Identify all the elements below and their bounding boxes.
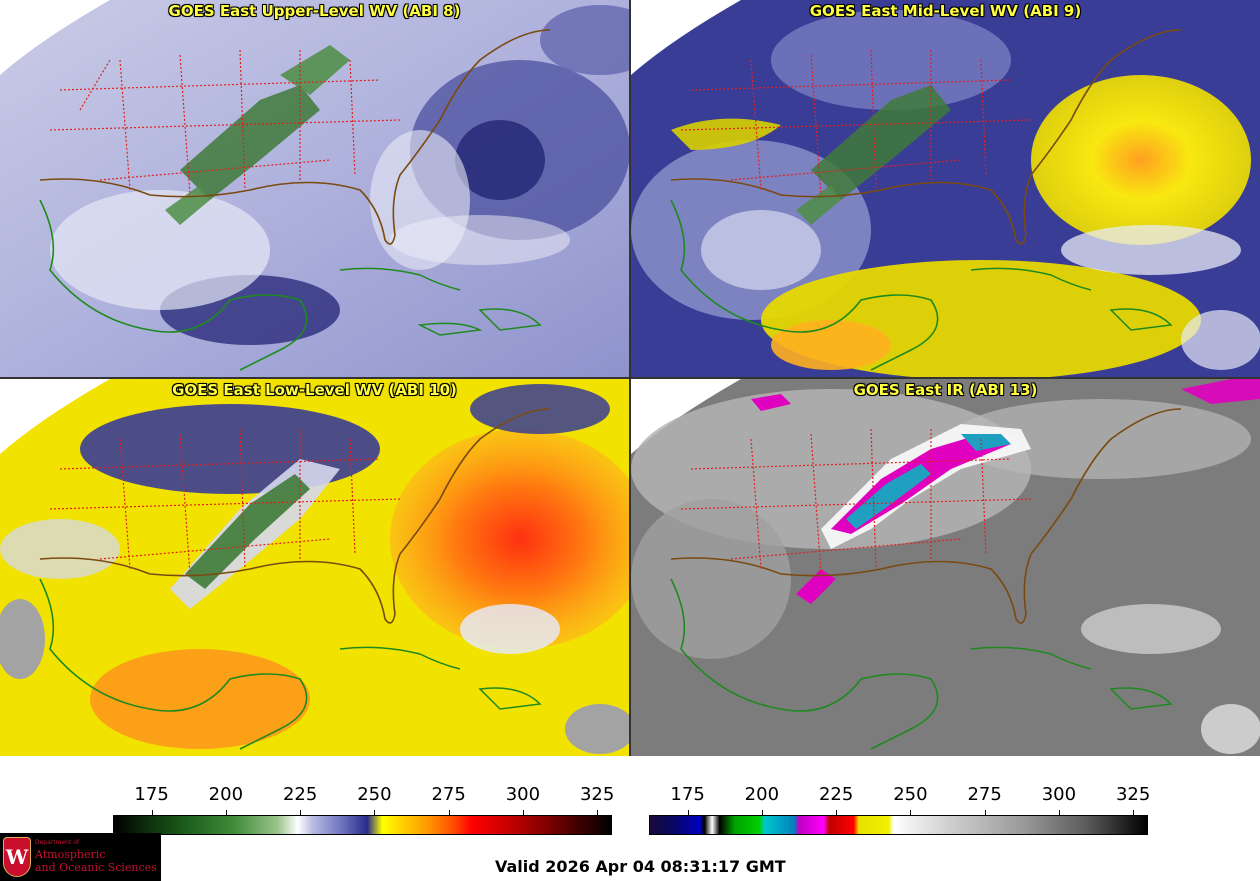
colorbar-wv-tick-mark: [597, 810, 599, 815]
colorbar-water-vapor: 175 200 225 250 275 300 325: [113, 780, 615, 840]
colorbar-wv-tick-label: 175: [134, 784, 169, 805]
colorbar-wv-gradient: [113, 815, 612, 835]
panel-low-level-wv: GOES East Low-Level WV (ABI 10): [0, 379, 629, 756]
colorbar-ir-tick-mark: [1058, 810, 1060, 815]
logo-line-2: Atmospheric: [35, 848, 106, 861]
uw-crest-icon: W: [3, 837, 31, 877]
colorbar-wv-tick-label: 250: [357, 784, 392, 805]
panel-title-ir: GOES East IR (ABI 13): [853, 381, 1038, 399]
colorbar-wv-tick-mark: [448, 810, 450, 815]
colorbar-infrared: 175 200 225 250 275 300 325: [649, 780, 1151, 840]
colorbar-wv-tick-mark: [225, 810, 227, 815]
map-upper-level-wv: [0, 0, 629, 377]
colorbar-ir-tick-label: 300: [1041, 784, 1077, 805]
colorbar-wv-tick-mark: [522, 810, 524, 815]
colorbar-wv-tick-label: 300: [505, 784, 541, 805]
colorbar-wv-tick-label: 325: [579, 784, 615, 805]
map-ir: [631, 379, 1260, 756]
panel-divider-horizontal: [0, 377, 1260, 379]
colorbar-wv-tick-mark: [300, 810, 302, 815]
colorbar-ir-tick-label: 200: [744, 784, 780, 805]
colorbar-ir-gradient: [649, 815, 1148, 835]
colorbar-ir-tick-mark: [761, 810, 763, 815]
colorbar-ir-tick-label: 250: [893, 784, 928, 805]
map-low-level-wv: [0, 379, 629, 756]
colorbar-wv-tick-label: 275: [431, 784, 466, 805]
colorbar-ir-tick-mark: [687, 810, 689, 815]
panel-title-mid-level-wv: GOES East Mid-Level WV (ABI 9): [809, 2, 1082, 20]
aos-logo: W Department of Atmospheric and Oceanic …: [0, 833, 161, 881]
colorbar-ir-ticks: 175 200 225 250 275 300 325: [649, 780, 1151, 815]
panel-title-low-level-wv: GOES East Low-Level WV (ABI 10): [172, 381, 457, 399]
colorbar-ir-tick-mark: [910, 810, 912, 815]
colorbar-wv-tick-label: 200: [208, 784, 244, 805]
colorbar-ir-tick-label: 225: [818, 784, 854, 805]
colorbar-ir-tick-label: 275: [967, 784, 1002, 805]
panel-title-upper-level-wv: GOES East Upper-Level WV (ABI 8): [168, 2, 461, 20]
colorbar-ir-tick-mark: [1133, 810, 1135, 815]
panel-ir: GOES East IR (ABI 13): [631, 379, 1260, 756]
colorbar-wv-ticks: 175 200 225 250 275 300 325: [113, 780, 615, 815]
logo-line-3: and Oceanic Sciences: [35, 861, 157, 874]
colorbar-wv-tick-mark: [151, 810, 153, 815]
panel-upper-level-wv: GOES East Upper-Level WV (ABI 8): [0, 0, 629, 377]
panel-mid-level-wv: GOES East Mid-Level WV (ABI 9): [631, 0, 1260, 377]
colorbar-wv-tick-label: 225: [282, 784, 318, 805]
logo-line-1: Department of: [35, 839, 79, 846]
valid-time-label: Valid 2026 Apr 04 08:31:17 GMT: [495, 857, 786, 876]
colorbar-ir-tick-label: 325: [1115, 784, 1151, 805]
map-mid-level-wv: [631, 0, 1260, 377]
colorbar-ir-tick-label: 175: [670, 784, 705, 805]
colorbar-wv-tick-mark: [374, 810, 376, 815]
colorbar-ir-tick-mark: [984, 810, 986, 815]
colorbar-ir-tick-mark: [836, 810, 838, 815]
